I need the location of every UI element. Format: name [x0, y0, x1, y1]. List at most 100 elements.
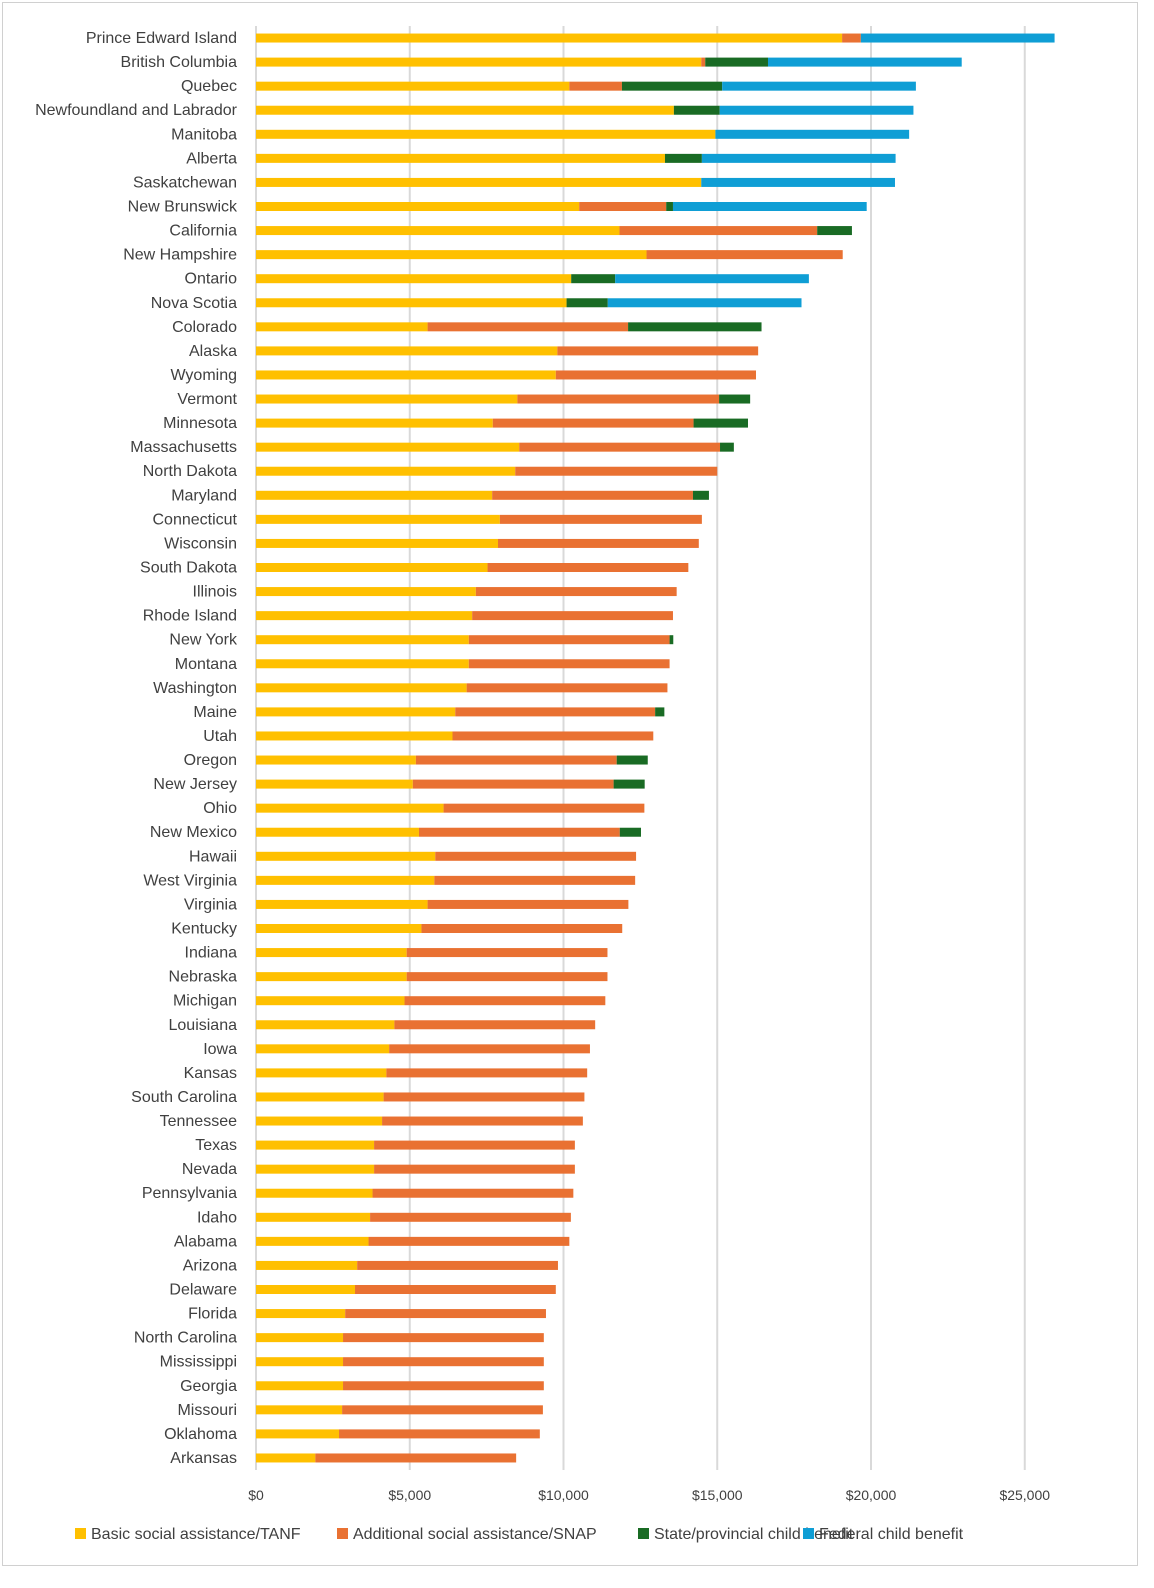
bar-segment-additional-social-assistance-snap [498, 538, 699, 548]
category-label: Manitoba [171, 126, 237, 143]
bar-segment-additional-social-assistance-snap [343, 1357, 544, 1367]
category-label: Tennessee [160, 1113, 237, 1130]
category-label: Missouri [177, 1402, 237, 1419]
category-label: Maine [193, 704, 237, 721]
bar-segment-basic-social-assistance-tanf [256, 33, 843, 43]
bar-segment-basic-social-assistance-tanf [256, 514, 500, 524]
bar-segment-basic-social-assistance-tanf [256, 466, 516, 476]
bar-segment-basic-social-assistance-tanf [256, 1333, 344, 1343]
bar-segment-additional-social-assistance-snap [468, 659, 670, 669]
legend: Basic social assistance/TANF Additional s… [75, 1526, 964, 1543]
bar-segment-additional-social-assistance-snap [434, 875, 636, 885]
category-label: Indiana [185, 945, 238, 962]
bar-segment-state-provincial-child-benefit [571, 274, 616, 284]
bar-segment-state-provincial-child-benefit [628, 322, 762, 332]
bar-segment-basic-social-assistance-tanf [256, 1188, 373, 1198]
category-label: Utah [203, 728, 237, 745]
bar-segment-basic-social-assistance-tanf [256, 587, 476, 597]
bar-segment-additional-social-assistance-snap [342, 1405, 543, 1415]
bar-segment-additional-social-assistance-snap [475, 587, 677, 597]
category-label: West Virginia [143, 872, 237, 889]
bar-segment-federal-child-benefit [719, 105, 914, 115]
bar-segment-basic-social-assistance-tanf [256, 1236, 369, 1246]
bar-segment-basic-social-assistance-tanf [256, 899, 428, 909]
category-label: Maryland [171, 487, 237, 504]
category-label: Arizona [183, 1257, 237, 1274]
category-label: Delaware [169, 1282, 237, 1299]
bar-segment-additional-social-assistance-snap [517, 394, 720, 404]
bar-segment-basic-social-assistance-tanf [256, 755, 416, 765]
bar-segment-basic-social-assistance-tanf [256, 250, 647, 260]
bar-segment-state-provincial-child-benefit [817, 226, 852, 236]
bar-segment-basic-social-assistance-tanf [256, 153, 665, 163]
bar-segment-basic-social-assistance-tanf [256, 996, 405, 1006]
category-label: Wisconsin [164, 535, 237, 552]
x-tick-label: $20,000 [846, 1487, 897, 1503]
bar-segment-basic-social-assistance-tanf [256, 442, 520, 452]
bar-segment-additional-social-assistance-snap [382, 1116, 583, 1126]
bar-segment-basic-social-assistance-tanf [256, 1260, 358, 1270]
category-label: California [169, 223, 237, 240]
legend-label: Additional social assistance/SNAP [353, 1526, 597, 1543]
category-label: New Mexico [150, 824, 237, 841]
bar-segment-basic-social-assistance-tanf [256, 81, 570, 91]
bar-segment-additional-social-assistance-snap [406, 948, 608, 958]
bar-segment-additional-social-assistance-snap [421, 924, 623, 933]
bar-segment-basic-social-assistance-tanf [256, 683, 467, 693]
bar-segment-basic-social-assistance-tanf [256, 490, 493, 500]
category-label: Hawaii [189, 848, 237, 865]
category-label: Arkansas [170, 1450, 237, 1467]
bar-segment-additional-social-assistance-snap [370, 1212, 571, 1222]
bar-segment-basic-social-assistance-tanf [256, 948, 407, 958]
bar-segment-additional-social-assistance-snap [383, 1092, 585, 1102]
category-label: Oklahoma [164, 1426, 237, 1443]
legend-label: Basic social assistance/TANF [91, 1526, 301, 1543]
category-label: Wyoming [170, 367, 237, 384]
bar-segment-additional-social-assistance-snap [472, 611, 673, 621]
category-label: Illinois [193, 584, 237, 601]
category-label: Texas [195, 1137, 237, 1154]
bar-segment-additional-social-assistance-snap [418, 827, 620, 837]
bar-segment-basic-social-assistance-tanf [256, 1309, 346, 1319]
legend-label: Federal child benefit [819, 1526, 964, 1543]
category-label: Kentucky [171, 921, 237, 938]
category-label: New Hampshire [123, 247, 237, 264]
bar-segment-state-provincial-child-benefit [693, 418, 748, 428]
category-label: Mississippi [160, 1354, 237, 1371]
bars [256, 33, 1055, 1463]
bar-segment-federal-child-benefit [701, 153, 896, 163]
legend-swatch [337, 1528, 348, 1539]
gridlines [255, 26, 1026, 1470]
bar-segment-state-provincial-child-benefit [566, 298, 608, 308]
bar-segment-basic-social-assistance-tanf [256, 105, 674, 115]
bar-segment-additional-social-assistance-snap [394, 1020, 596, 1030]
bar-segment-state-provincial-child-benefit [666, 202, 673, 211]
bar-segment-basic-social-assistance-tanf [256, 418, 493, 428]
category-label: Kansas [184, 1065, 237, 1082]
category-label: Newfoundland and Labrador [35, 102, 238, 119]
bar-segment-basic-social-assistance-tanf [256, 659, 469, 669]
bar-segment-basic-social-assistance-tanf [256, 57, 702, 67]
bar-segment-state-provincial-child-benefit [673, 105, 720, 115]
bar-segment-basic-social-assistance-tanf [256, 1453, 316, 1463]
bar-segment-basic-social-assistance-tanf [256, 1285, 356, 1294]
bar-segment-basic-social-assistance-tanf [256, 851, 436, 861]
bar-segment-state-provincial-child-benefit [669, 635, 674, 645]
bar-segment-basic-social-assistance-tanf [256, 1068, 387, 1078]
bar-segment-additional-social-assistance-snap [646, 250, 843, 260]
bar-segment-additional-social-assistance-snap [492, 418, 694, 428]
category-label: Ontario [185, 271, 238, 288]
bar-segment-additional-social-assistance-snap [492, 490, 693, 500]
bar-segment-basic-social-assistance-tanf [256, 1092, 384, 1102]
bar-segment-state-provincial-child-benefit [664, 153, 702, 163]
bar-segment-basic-social-assistance-tanf [256, 875, 435, 885]
bar-segment-additional-social-assistance-snap [435, 851, 637, 861]
bar-segment-additional-social-assistance-snap [355, 1285, 556, 1294]
category-label: Washington [153, 680, 237, 697]
bar-segment-additional-social-assistance-snap [515, 466, 718, 476]
category-label: Idaho [197, 1209, 237, 1226]
bar-segment-basic-social-assistance-tanf [256, 1212, 371, 1222]
bar-segment-additional-social-assistance-snap [842, 33, 861, 43]
category-label: North Carolina [134, 1330, 237, 1347]
